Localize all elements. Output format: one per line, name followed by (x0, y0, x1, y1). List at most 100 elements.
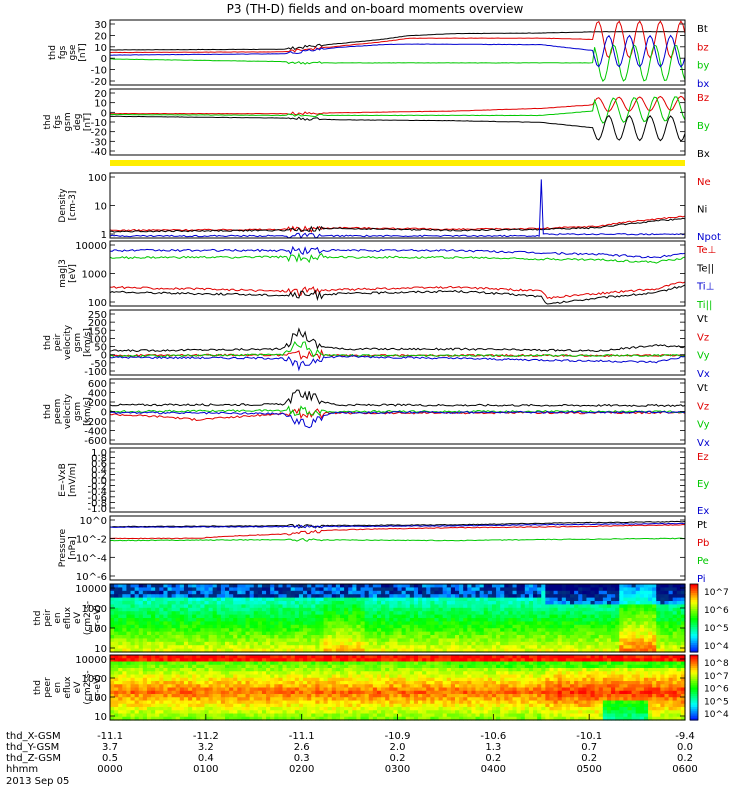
y-tick-label: 10000 (75, 655, 107, 666)
series-fgs_gse-3 (109, 34, 686, 68)
y-label-line: fgs (58, 45, 68, 59)
panel-frame (109, 515, 686, 581)
y-tick-label: 100 (88, 693, 107, 704)
spectrogram-peir_spec (110, 584, 686, 653)
y-tick-label: 0 (101, 54, 107, 65)
x-tick-label: 0.7 (581, 742, 597, 753)
y-label-line: thd (33, 680, 43, 695)
series-fgs_gse-2 (110, 43, 686, 82)
legend-entry: Te⊥ (696, 245, 716, 256)
y-axis-label: Pressure [nPa] (58, 528, 78, 567)
y-tick-label: 0 (101, 108, 107, 119)
x-tick-label: -10.9 (385, 731, 411, 742)
series-fgs_gsm-1 (110, 96, 686, 124)
legend-entry: Pt (697, 520, 707, 531)
y-tick-label: -0.4 (87, 487, 107, 498)
y-label-line: en (53, 682, 63, 693)
colorbar-tick: 10^6 (704, 606, 729, 616)
panel-temperature: 10000 1000 100 mag|3 [eV] Te⊥ Te|| Ti⊥ Ti|| (58, 240, 716, 311)
y-label-line: sr-eV) (93, 605, 103, 631)
x-tick-label: -10.6 (480, 731, 506, 742)
x-tick-label: 2.6 (294, 742, 310, 753)
y-label-line: thd (43, 404, 53, 419)
y-tick-label: 0 (101, 351, 107, 362)
x-tick-label: 0.2 (390, 753, 406, 764)
y-tick-label: 10 (94, 644, 107, 655)
y-label-line: [eV] (68, 264, 78, 283)
legend-entry: Vz (697, 332, 709, 343)
colorbar-tick: 10^8 (704, 659, 729, 669)
y-label-line: [nT] (78, 43, 88, 61)
x-tick-label: 3.2 (198, 742, 214, 753)
y-tick-label: 0 (101, 408, 107, 419)
y-tick-label: 0.2 (91, 470, 107, 481)
colorbar-peir_spec: 10^7 10^6 10^5 10^4 (689, 583, 729, 653)
spectrogram-peer_spec (110, 655, 686, 721)
y-label-line: thd (43, 335, 53, 350)
colorbar-tick: 10^4 (704, 642, 729, 652)
x-row-label: hhmm (6, 764, 38, 775)
date-label: 2013 Sep 05 (6, 776, 69, 787)
legend-entry: Npot (697, 232, 721, 243)
y-tick-label: 10000 (75, 241, 107, 252)
x-tick-label: -11.1 (97, 731, 123, 742)
series-peir_velocity-0 (109, 327, 686, 353)
y-label-line: thd (43, 115, 53, 130)
y-tick-label: 0.4 (91, 465, 107, 476)
legend-entry: Te|| (696, 263, 714, 274)
panel-efield: 1.00.80.60.40.20.0-0.2-0.4-0.6-0.8-1.0 E=… (58, 447, 709, 517)
x-tick-label: 0.2 (581, 753, 597, 764)
legend-entry: Ex (697, 506, 709, 517)
y-tick-label: 10^-4 (76, 553, 107, 564)
y-tick-label: 10^0 (80, 516, 107, 527)
y-tick-label: 1 (101, 230, 107, 241)
y-tick-label: 150 (88, 326, 107, 337)
y-tick-label: -0.2 (87, 482, 107, 493)
legend-entry: Ni (697, 205, 707, 216)
legend-entry: Vx (697, 369, 710, 380)
y-label-line: eflux (63, 606, 73, 629)
y-tick-label: 0.8 (91, 454, 107, 465)
x-tick-label: -11.1 (289, 731, 315, 742)
y-tick-label: -1.0 (87, 504, 107, 515)
legend-entry: Vt (697, 314, 708, 325)
y-label-line: [nT] (83, 113, 93, 131)
y-axis-label: thd peir velocity gsm [km/s] (43, 324, 93, 360)
y-label-line: deg (73, 114, 83, 131)
x-tick-label: 0500 (576, 764, 601, 775)
y-label-line: gsm (73, 402, 83, 421)
y-tick-label: 200 (88, 398, 107, 409)
series-temperature-3 (109, 284, 686, 305)
panel-frame (109, 19, 686, 86)
y-tick-label: 0.6 (91, 459, 107, 470)
legend-entry: Bz (697, 93, 709, 104)
legend-entry: Ti|| (696, 300, 712, 311)
x-axis: thd_X-GSM -11.1 -11.2 -11.1 -10.9 -10.6 -10.1 -… (6, 714, 698, 787)
legend-entry: Bt (697, 24, 708, 35)
y-tick-label: 30 (94, 20, 107, 31)
panel-peir_spec: 10^7 10^6 10^5 10^4 10000 1000 100 10 thd peir en e… (33, 583, 729, 655)
legend-entry: Pi (697, 574, 706, 585)
y-label-line: mag|3 (58, 259, 68, 288)
legend-entry: Vy (697, 351, 710, 362)
panel-frame (109, 88, 686, 156)
y-label-line: eV (73, 611, 83, 624)
series-peem_velocity-0 (109, 389, 686, 408)
panel-frame (109, 447, 686, 513)
series-temperature-1 (109, 252, 686, 264)
y-axis-label: thd peem velocity gsm [km/s] (43, 393, 93, 429)
y-tick-label: -40 (91, 147, 107, 158)
legend-entry: Vx (697, 438, 710, 449)
y-tick-label: -50 (91, 359, 107, 370)
x-row-label: thd_Z-GSM (6, 753, 61, 764)
colorbar-tick: 10^7 (704, 588, 729, 598)
y-tick-label: 250 (88, 310, 107, 321)
x-tick-label: -10.1 (576, 731, 602, 742)
colorbar-tick: 10^5 (704, 697, 729, 707)
y-tick-label: 100 (88, 624, 107, 635)
y-tick-label: 10 (94, 712, 107, 723)
